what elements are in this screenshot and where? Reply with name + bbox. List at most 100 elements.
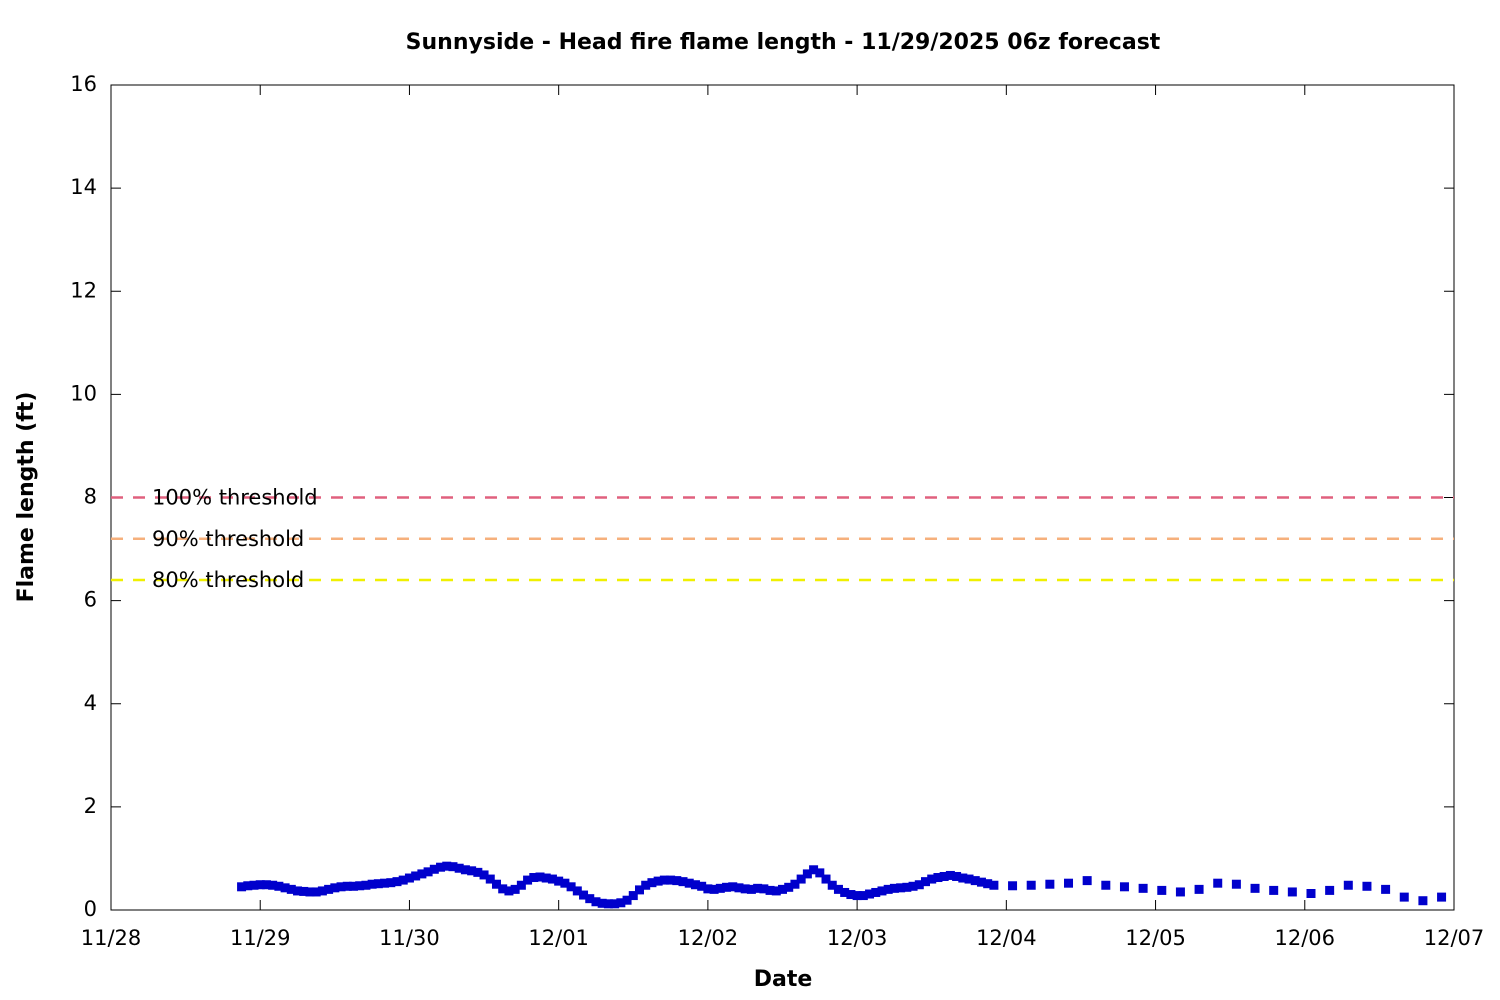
x-axis-label: Date [754, 967, 813, 992]
data-point [622, 895, 632, 905]
data-point [566, 882, 576, 892]
data-point [1381, 884, 1391, 894]
data-point [778, 884, 787, 894]
data-point [355, 881, 365, 891]
data-point [454, 863, 464, 873]
data-point [771, 886, 781, 896]
data-point [268, 880, 278, 890]
threshold-label: 100% threshold [152, 486, 318, 510]
data-point [809, 865, 819, 875]
data-point [1231, 879, 1241, 889]
data-point [523, 875, 533, 885]
data-point [933, 873, 943, 883]
data-point [485, 874, 495, 884]
data-point [728, 882, 738, 892]
data-point [554, 876, 564, 886]
y-tick-label: 6 [84, 588, 97, 612]
data-point [902, 882, 912, 892]
data-point [753, 883, 763, 893]
data-point [958, 873, 968, 883]
data-point [821, 874, 831, 884]
y-tick-label: 14 [70, 175, 97, 199]
data-point [429, 864, 439, 874]
data-point [504, 886, 514, 896]
data-point [398, 875, 408, 885]
data-point [336, 882, 346, 892]
data-point [945, 870, 955, 880]
data-point [1008, 881, 1018, 891]
data-point [852, 891, 862, 901]
data-point [305, 887, 315, 897]
data-point [299, 886, 309, 896]
data-point [666, 875, 676, 885]
x-tick-label: 12/03 [827, 926, 888, 950]
data-point [479, 870, 489, 880]
data-point [1437, 892, 1447, 902]
data-point [293, 886, 303, 896]
data-point [653, 876, 663, 886]
data-point [491, 879, 501, 889]
data-point [1325, 885, 1335, 895]
data-point [317, 886, 327, 896]
data-point [746, 884, 756, 894]
data-point [858, 891, 868, 901]
data-point [871, 887, 881, 897]
data-point [373, 879, 383, 889]
data-point [460, 865, 470, 875]
data-point [1175, 887, 1185, 897]
data-point [634, 885, 644, 895]
data-point [286, 884, 296, 894]
data-point [510, 884, 520, 894]
data-point [908, 881, 918, 891]
data-point [684, 878, 694, 888]
data-point [1157, 885, 1167, 895]
data-point [1119, 882, 1129, 892]
data-point [722, 882, 732, 892]
y-axis-label: Flame length (ft) [14, 392, 39, 603]
x-tick-label: 12/05 [1125, 926, 1186, 950]
data-point [883, 884, 893, 894]
threshold-label: 80% threshold [152, 568, 304, 592]
x-tick-label: 12/01 [528, 926, 589, 950]
x-tick-label: 12/06 [1275, 926, 1336, 950]
data-point [865, 889, 875, 899]
data-point [833, 884, 843, 894]
data-point [1064, 878, 1074, 888]
data-point [802, 869, 812, 879]
data-point [703, 884, 713, 894]
x-tick-label: 11/28 [81, 926, 142, 950]
data-point [939, 871, 949, 881]
data-point [1343, 880, 1353, 890]
data-point [889, 883, 899, 893]
data-point [1194, 884, 1204, 894]
data-point [423, 867, 433, 877]
data-point [547, 874, 557, 884]
x-tick-label: 11/29 [230, 926, 291, 950]
x-tick-label: 12/04 [976, 926, 1037, 950]
data-point [952, 871, 962, 881]
data-point [311, 887, 321, 897]
data-point [361, 880, 371, 890]
chart-title: Sunnyside - Head fire flame length - 11/… [406, 30, 1161, 55]
y-tick-label: 12 [70, 278, 97, 302]
y-tick-label: 0 [84, 897, 97, 921]
data-point [404, 873, 414, 883]
data-point [560, 878, 570, 888]
data-point [759, 884, 769, 894]
data-point [467, 866, 477, 876]
data-point [367, 879, 377, 889]
data-point [237, 882, 247, 892]
data-point [280, 883, 290, 893]
data-point [261, 880, 271, 890]
data-point [585, 894, 595, 904]
data-point [579, 890, 589, 900]
data-point [815, 868, 825, 878]
data-point [628, 891, 638, 901]
data-point [392, 877, 402, 887]
data-point [790, 879, 800, 889]
data-point [436, 862, 446, 872]
threshold-label: 90% threshold [152, 527, 304, 551]
data-point [255, 880, 265, 890]
data-point [641, 880, 651, 890]
